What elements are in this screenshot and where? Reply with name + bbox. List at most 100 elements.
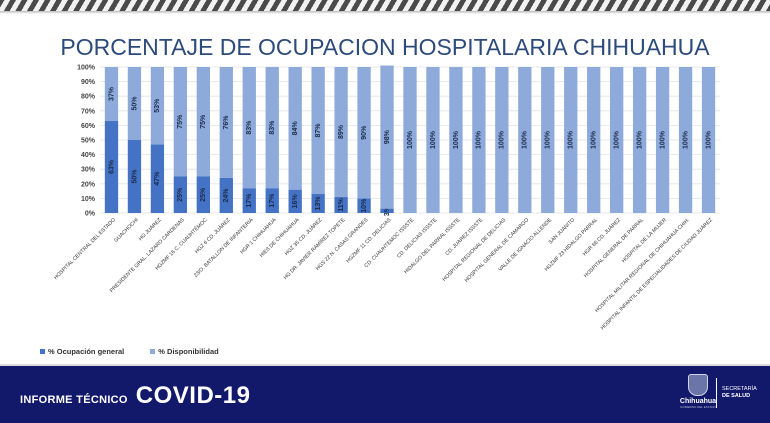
data-label: 37% [108, 86, 115, 101]
logo-name: Chihuahua [679, 398, 717, 405]
logo-divider [716, 378, 717, 408]
bar-availability [219, 67, 233, 178]
y-tick-label: 50% [81, 138, 96, 145]
bar-occupancy [219, 177, 233, 213]
data-label: 100% [407, 130, 414, 149]
data-label: 90% [361, 125, 368, 140]
data-label: 11% [338, 197, 345, 211]
data-label: 83% [269, 120, 276, 135]
bar-occupancy [334, 196, 348, 213]
y-tick-label: 70% [81, 108, 96, 115]
coat-of-arms-icon [688, 374, 708, 396]
data-label: 50% [131, 96, 138, 111]
data-label: 10% [361, 198, 368, 213]
y-tick-label: 20% [81, 181, 96, 188]
data-label: 13% [315, 196, 322, 211]
bar-availability [655, 67, 670, 213]
data-label: 100% [591, 130, 598, 149]
data-label: 100% [522, 130, 529, 149]
bar-availability [564, 67, 578, 213]
legend-swatch-occupancy [40, 349, 45, 354]
x-tick-label: HIES DE CHIHUAHUA [259, 217, 301, 259]
data-label: 16% [292, 194, 299, 209]
x-tick-label: HGZ 35 CD. JUÁREZ [283, 216, 323, 256]
bar-availability [173, 67, 188, 177]
bar-availability [426, 67, 440, 213]
data-label: 76% [223, 115, 230, 130]
y-tick-label: 100% [77, 65, 96, 72]
bar-occupancy [173, 176, 188, 213]
bar-occupancy [265, 188, 279, 213]
y-tick-label: 30% [81, 167, 96, 174]
bar-occupancy [311, 194, 325, 213]
y-tick-label: 10% [81, 196, 96, 203]
data-label: 24% [223, 188, 230, 203]
x-tick-label: HOSPITAL DE LA MUJER [621, 217, 668, 264]
stacked-bar-chart: 0% 10% 20% 30% 40% 50% 60% 70% 80% 90% 100% 63% 37% H… [53, 65, 720, 331]
bar-occupancy [127, 140, 142, 213]
footer-separator [0, 364, 770, 366]
bar-occupancy [196, 176, 210, 213]
data-label: 25% [200, 187, 207, 202]
secretaria-line1: SECRETARÍA [722, 386, 757, 392]
chihuahua-logo: Chihuahua GOBIERNO DEL ESTADO [672, 374, 724, 414]
decorative-stripe-border [0, 0, 770, 14]
data-label: 100% [659, 130, 666, 149]
bar-availability [678, 67, 693, 213]
bar-occupancy [380, 208, 394, 213]
bar-availability [632, 67, 647, 213]
data-label: 87% [315, 123, 322, 138]
data-label: 100% [453, 130, 460, 149]
y-tick-label: 40% [81, 152, 96, 159]
bar-availability [288, 67, 302, 190]
data-label: 100% [476, 130, 483, 149]
footer-banner: INFORME TÉCNICO COVID-19 Chihuahua GOBIE… [0, 366, 770, 423]
data-label: 53% [154, 98, 161, 113]
legend-item-occupancy: % Ocupación general [40, 347, 124, 356]
bar-availability [127, 67, 142, 140]
bar-availability [380, 65, 394, 209]
x-tick-label: HGR 66 CD. JUÁREZ [581, 216, 622, 257]
y-tick-label: 90% [81, 79, 96, 86]
x-tick-label: HOSPITAL INFANTIL DE ESPECIALIDADES DE C… [599, 216, 714, 331]
data-label: 100% [636, 130, 643, 149]
logo-subtitle: GOBIERNO DEL ESTADO [680, 405, 716, 409]
legend-item-availability: % Disponibilidad [150, 347, 219, 356]
data-label: 75% [177, 114, 184, 129]
chart-legend: % Ocupación general % Disponibilidad [40, 347, 219, 356]
data-label: 100% [614, 130, 621, 149]
legend-label-occupancy: % Ocupación general [48, 347, 125, 356]
x-tick-label: HGZMF 11 CD. DELICIAS [345, 217, 393, 265]
report-title: COVID-19 [135, 382, 251, 409]
chart-title: PORCENTAJE DE OCUPACION HOSPITALARIA CHI… [60, 34, 710, 60]
data-label: 100% [682, 130, 689, 149]
bar-availability [334, 67, 348, 197]
bar-occupancy [104, 121, 119, 213]
secretaria-de-salud: SECRETARÍA DE SALUD [722, 386, 757, 400]
x-tick-label: CD. DELICIAS ISSSTE [396, 217, 439, 260]
legend-label-availability: % Disponibilidad [158, 347, 219, 356]
report-label: INFORME TÉCNICO [20, 394, 128, 406]
x-tick-label: HG JUÁREZ [137, 216, 163, 242]
data-label: 100% [430, 130, 437, 149]
data-label: 63% [108, 159, 115, 174]
bar-occupancy [357, 198, 371, 213]
data-label: 50% [131, 169, 138, 184]
bar-availability [242, 67, 256, 189]
bar-availability [495, 67, 509, 213]
data-label: 100% [568, 130, 575, 149]
bar-availability [150, 67, 165, 145]
y-tick-label: 0% [85, 211, 96, 218]
data-label: 3% [384, 205, 391, 216]
data-label: 100% [705, 130, 712, 149]
bar-occupancy [288, 189, 302, 213]
data-label: 98% [384, 129, 391, 144]
data-label: 84% [292, 121, 299, 136]
data-label: 100% [499, 130, 506, 149]
bar-occupancy [242, 188, 256, 213]
data-label: 75% [200, 114, 207, 129]
data-label: 83% [246, 120, 253, 135]
bar-availability [587, 67, 601, 213]
bar-availability [472, 67, 486, 213]
data-label: 17% [246, 193, 253, 208]
